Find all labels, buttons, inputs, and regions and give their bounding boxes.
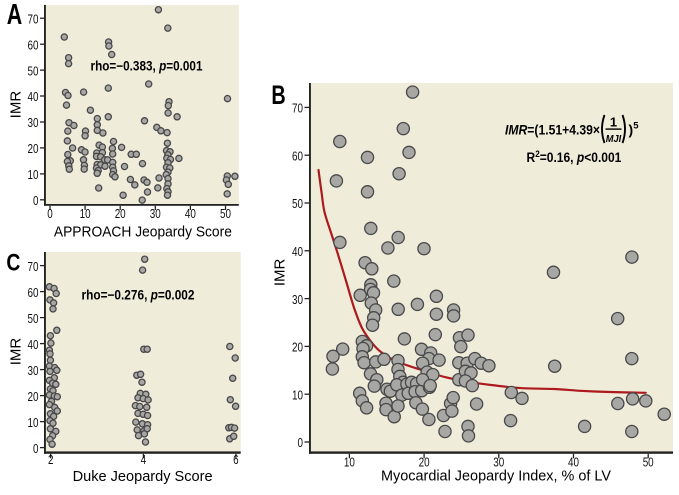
svg-text:0: 0 (33, 193, 39, 208)
svg-text:10: 10 (28, 167, 39, 182)
svg-text:0: 0 (47, 206, 53, 221)
svg-text:4: 4 (141, 452, 147, 467)
svg-text:2: 2 (48, 452, 54, 467)
svg-text:30: 30 (150, 206, 161, 221)
svg-text:10: 10 (344, 455, 355, 470)
svg-text:70: 70 (28, 259, 39, 274)
svg-text:30: 30 (493, 455, 504, 470)
svg-text:20: 20 (292, 340, 303, 355)
svg-text:40: 40 (568, 455, 579, 470)
svg-text:30: 30 (292, 292, 303, 307)
svg-text:20: 20 (115, 206, 126, 221)
svg-text:MJI: MJI (606, 133, 622, 145)
svg-text:70: 70 (292, 101, 303, 116)
svg-text:6: 6 (233, 452, 239, 467)
svg-text:50: 50 (292, 196, 303, 211)
svg-text:30: 30 (28, 363, 39, 378)
svg-text:50: 50 (220, 206, 231, 221)
svg-text:50: 50 (28, 63, 39, 78)
svg-text:IMR: IMR (8, 338, 25, 366)
svg-text:20: 20 (419, 455, 430, 470)
svg-text:IMR: IMR (8, 91, 25, 119)
svg-text:40: 40 (185, 206, 196, 221)
svg-text:1: 1 (610, 115, 617, 130)
svg-text:60: 60 (28, 285, 39, 300)
svg-text:50: 50 (643, 455, 654, 470)
svg-text:Duke Jeopardy Score: Duke Jeopardy Score (73, 468, 213, 485)
svg-text:40: 40 (28, 337, 39, 352)
svg-text:50: 50 (28, 311, 39, 326)
svg-text:0: 0 (298, 435, 304, 450)
svg-text:5: 5 (633, 121, 639, 132)
svg-text:10: 10 (292, 387, 303, 402)
svg-text:Myocardial Jeopardy Index, % o: Myocardial Jeopardy Index, % of LV (381, 468, 611, 485)
svg-text:20: 20 (28, 141, 39, 156)
svg-text:60: 60 (292, 148, 303, 163)
svg-text:C: C (6, 250, 20, 277)
svg-text:A: A (7, 0, 23, 31)
svg-text:R2=0.16, p<0.001: R2=0.16, p<0.001 (527, 148, 622, 165)
svg-text:rho=−0.383, p=0.001: rho=−0.383, p=0.001 (91, 59, 203, 74)
svg-text:B: B (271, 80, 285, 110)
svg-text:rho=−0.276, p=0.002: rho=−0.276, p=0.002 (82, 287, 195, 302)
svg-text:): ) (629, 122, 634, 138)
svg-text:10: 10 (80, 206, 91, 221)
svg-text:40: 40 (292, 244, 303, 259)
svg-text:30: 30 (28, 115, 39, 130)
svg-text:70: 70 (28, 11, 39, 26)
svg-text:40: 40 (28, 89, 39, 104)
svg-text:0: 0 (33, 441, 39, 456)
svg-text:APPROACH Jeopardy Score: APPROACH Jeopardy Score (54, 224, 232, 241)
svg-text:20: 20 (28, 389, 39, 404)
svg-text:10: 10 (28, 415, 39, 430)
svg-text:IMR: IMR (272, 258, 289, 286)
svg-text:IMR=(1.51+4.39×: IMR=(1.51+4.39× (505, 122, 600, 138)
svg-text:60: 60 (28, 37, 39, 52)
